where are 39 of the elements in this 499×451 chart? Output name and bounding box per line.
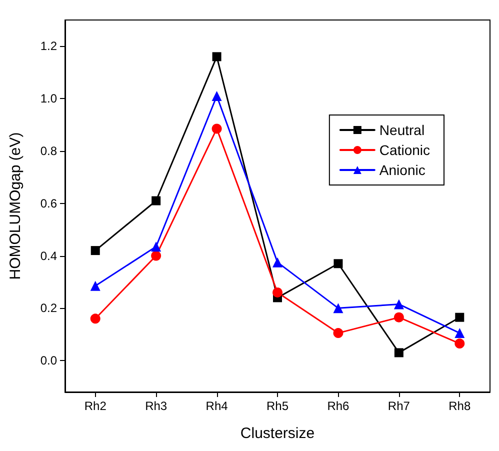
legend-label: Neutral <box>379 122 425 138</box>
y-tick-label: 1.0 <box>40 92 58 106</box>
y-tick-label: 0.4 <box>40 248 58 263</box>
point <box>272 257 282 268</box>
point <box>212 52 222 62</box>
x-tick-label: Rh8 <box>448 399 471 413</box>
y-tick-label: 1.2 <box>40 39 58 54</box>
legend-label: Cationic <box>379 142 430 158</box>
x-tick-label: Rh6 <box>327 399 350 413</box>
point <box>394 312 404 322</box>
x-tick-label: Rh3 <box>145 399 168 413</box>
point <box>212 90 222 101</box>
point <box>272 287 282 298</box>
point <box>394 299 404 310</box>
point <box>333 303 344 314</box>
point <box>394 348 404 358</box>
x-tick-label: Rh2 <box>84 399 107 413</box>
point <box>333 328 344 338</box>
x-tick-label: Rh5 <box>266 399 289 413</box>
point <box>454 338 465 349</box>
point <box>212 124 222 134</box>
point <box>454 328 465 338</box>
y-axis-title: HOMOLUMOgap (eV) <box>7 132 24 280</box>
point <box>151 250 162 261</box>
y-tick-label: 0.2 <box>40 301 58 316</box>
point <box>334 259 343 268</box>
y-tick-label: 0.0 <box>40 354 58 368</box>
legend-label: Anionic <box>379 162 426 178</box>
y-tick-label: 0.6 <box>40 196 58 210</box>
point <box>90 246 100 256</box>
point <box>90 314 100 324</box>
x-axis-title: Clustersize <box>240 425 315 442</box>
point <box>152 196 161 206</box>
point <box>151 242 162 252</box>
x-tick-label: Rh4 <box>206 399 228 413</box>
y-tick-label: 0.8 <box>40 144 58 158</box>
point <box>455 312 464 322</box>
x-tick-label: Rh7 <box>388 399 410 413</box>
point <box>90 280 100 291</box>
